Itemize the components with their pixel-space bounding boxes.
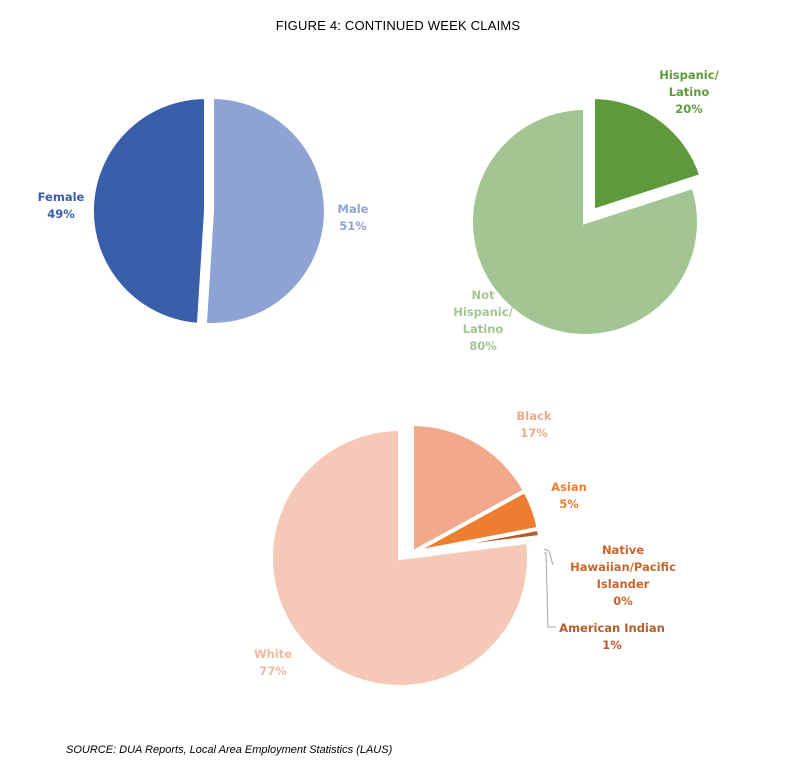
slice-asian-label: Asian 5% [551,480,587,511]
slice-american-indian [411,526,543,555]
slice-hispanic-latino-label: Hispanic/Latino 20% [659,68,719,116]
slice-native-hawaiian-pacific-islander-leader-line [543,548,554,566]
slice-native-hawaiian-pacific-islander-label: Native Hawaiian/Pacific Islander 0% [570,543,676,608]
pie-chart-race: Black 17% Asian 5% Native Hawaiian/Pacific Isl… [254,409,676,689]
slice-american-indian-label: American Indian 1% [559,621,665,652]
slice-female-label: Female 49% [38,190,85,221]
slice-hispanic-latino [591,94,704,214]
slice-white [269,426,531,689]
slice-not-hispanic-latino [469,105,701,338]
slice-male [202,94,328,327]
slice-female [89,94,208,327]
pie-chart-gender: Male 51% Female 49% [38,94,369,327]
pie-chart-ethnicity: Hispanic/Latino 20% Not Hispanic/Latino 80% [453,68,719,353]
slice-american-indian-leader-line [544,552,556,628]
slice-black [410,421,528,557]
slice-black-label: Black 17% [517,409,552,440]
slice-male-label: Male 51% [338,202,369,233]
source-note: SOURCE: DUA Reports, Local Area Employme… [66,744,393,756]
figure-title: FIGURE 4: CONTINUED WEEK CLAIMS [275,18,521,33]
slice-white-label: White 77% [254,647,292,678]
slice-not-hispanic-latino-label: Not Hispanic/Latino 80% [453,288,513,353]
